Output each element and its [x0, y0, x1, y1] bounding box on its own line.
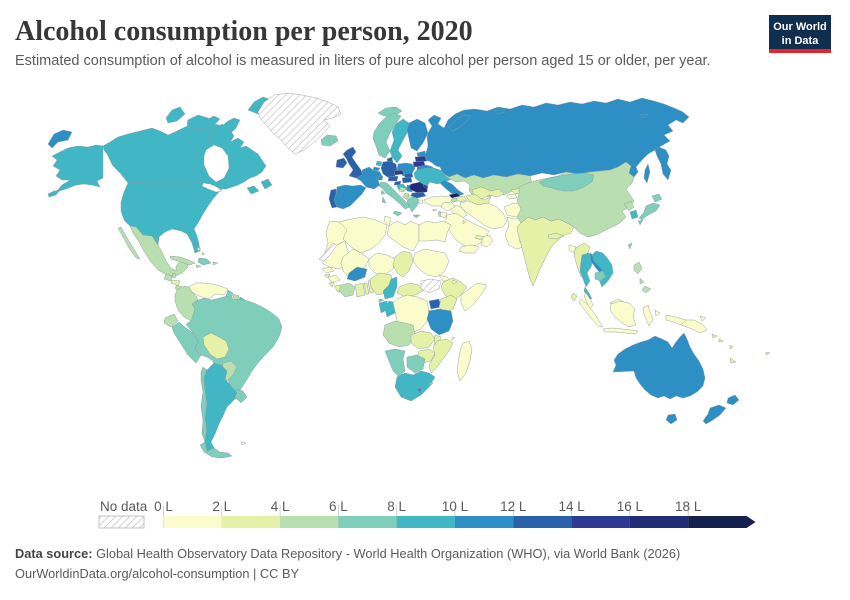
svg-text:2 L: 2 L: [212, 499, 231, 514]
svg-text:18 L: 18 L: [675, 499, 702, 514]
svg-text:0 L: 0 L: [154, 499, 173, 514]
svg-text:4 L: 4 L: [271, 499, 290, 514]
svg-text:14 L: 14 L: [558, 499, 585, 514]
svg-text:12 L: 12 L: [500, 499, 527, 514]
svg-text:16 L: 16 L: [617, 499, 644, 514]
svg-text:10 L: 10 L: [442, 499, 469, 514]
svg-text:6 L: 6 L: [329, 499, 348, 514]
svg-text:8 L: 8 L: [387, 499, 406, 514]
svg-text:No data: No data: [100, 499, 148, 514]
